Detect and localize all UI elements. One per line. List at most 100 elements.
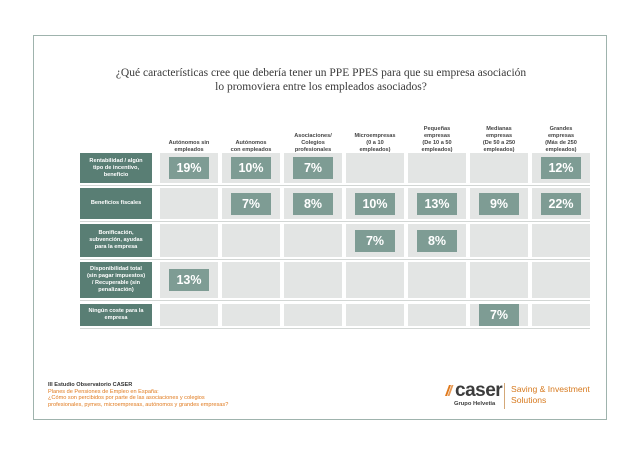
table-cell — [408, 304, 466, 326]
column-header-4: Pequeñas empresas (De 10 a 50 empleados) — [407, 108, 467, 154]
column-header-text: (De 50 a 250 — [482, 140, 516, 146]
row-label-text: para la empresa — [94, 244, 138, 250]
row-label-3: Disponibilidad total (sin pagar impuestos… — [80, 262, 152, 298]
logo-wordmark: caser — [455, 380, 503, 401]
table-cell — [532, 304, 590, 326]
table-cell — [346, 262, 404, 298]
row-separator — [80, 259, 590, 260]
table-cell — [284, 304, 342, 326]
column-header-text: Autónomos — [235, 140, 267, 146]
row-separator — [80, 221, 590, 222]
row-label-text: Beneficios fiscales — [90, 200, 142, 206]
footer-subtitle-line-3: profesionales, pymes, microempresas, aut… — [48, 401, 229, 408]
value-label: 10% — [231, 157, 271, 179]
table-cell — [408, 262, 466, 298]
column-header-2: Asociaciones/Colegios profesionales — [283, 108, 343, 154]
table-cell — [470, 224, 528, 257]
column-header-text: con empleados — [230, 147, 272, 153]
column-header-text: Colegios — [301, 140, 325, 146]
column-header-text: empresas — [423, 133, 451, 139]
table-cell — [470, 262, 528, 298]
row-label-4: Ningún coste para la empresa — [80, 304, 152, 326]
column-header-text: Microempresas — [354, 133, 396, 139]
row-separator — [80, 328, 590, 329]
row-label-text: tipo de incentivo, — [93, 164, 139, 171]
value-label: 7% — [293, 157, 333, 179]
value-label: 9% — [479, 192, 519, 215]
value-label: 7% — [231, 192, 271, 215]
table-cell — [470, 153, 528, 183]
column-header-5: Medianas empresas (De 50 a 250 empleados) — [469, 108, 529, 154]
row-label-text: Ningún coste para la — [88, 308, 144, 314]
value-label: 19% — [169, 157, 209, 179]
value-label: 10% — [355, 192, 395, 215]
table-cell — [160, 224, 218, 257]
column-header-text: Grandes — [549, 126, 573, 132]
column-header-text: empresas — [485, 133, 513, 139]
footer-study-title: III Estudio Observatorio CASER — [48, 382, 133, 388]
row-label-text: beneficio — [103, 171, 129, 178]
row-label-text: / Recuperable (sin — [91, 280, 141, 286]
row-label-2: Bonificación, subvención, ayudas para la e… — [80, 224, 152, 257]
table-cell — [284, 262, 342, 298]
value-label: 12% — [541, 157, 581, 179]
caser-mark-icon — [445, 385, 454, 396]
value-label: 7% — [479, 304, 519, 326]
table-cell — [160, 188, 218, 219]
title-line-1: ¿Qué características cree que debería te… — [115, 67, 527, 79]
row-label-text: subvención, ayudas — [89, 237, 143, 243]
column-header-text: Medianas — [486, 126, 512, 132]
footer-subtitle-line-1: Planes de Pensiones de Empleo en España: — [48, 388, 159, 395]
value-label: 8% — [417, 229, 457, 252]
value-label: 7% — [355, 229, 395, 252]
table-cell — [346, 304, 404, 326]
row-label-0: Rentabilidad / algún tipo de incentivo, be… — [80, 153, 152, 183]
row-label-text: (sin pagar impuestos) — [86, 273, 146, 279]
table-cell — [408, 153, 466, 183]
row-label-1: Beneficios fiscales — [80, 188, 152, 219]
table-cell — [222, 304, 280, 326]
column-header-text: empleados) — [359, 147, 391, 153]
tagline: Saving & Investment Solutions — [511, 384, 590, 405]
row-label-text: penalización) — [98, 287, 134, 293]
chart-title: ¿Qué características cree que debería te… — [34, 66, 608, 94]
table-cell — [532, 262, 590, 298]
column-header-text: (De 10 a 50 — [422, 140, 452, 146]
column-header-text: Asociaciones/ — [294, 133, 332, 139]
column-header-text: empresas — [547, 133, 575, 139]
column-header-text: empleados) — [483, 147, 515, 153]
table-cell — [284, 224, 342, 257]
table-cell — [532, 224, 590, 257]
title-line-2: lo promoviera entre los empleados asocia… — [215, 81, 427, 93]
column-header-0: Autónomos sin empleados — [159, 108, 219, 154]
column-header-text: Pequeñas — [423, 126, 451, 132]
column-header-text: empleados) — [545, 147, 577, 153]
column-header-1: Autónomos con empleados — [221, 108, 281, 154]
row-label-text: Rentabilidad / algún — [89, 157, 143, 164]
column-header-text: empleados) — [421, 147, 453, 153]
row-label-text: Bonificación, — [98, 230, 134, 236]
table-cell — [222, 262, 280, 298]
row-label-text: empresa — [104, 315, 128, 321]
tagline-line-2: Solutions — [511, 394, 547, 405]
logo-group-text: Grupo Helvetia — [454, 401, 496, 407]
table-cell — [160, 304, 218, 326]
table-cell — [222, 224, 280, 257]
tagline-line-1: Saving & Investment — [511, 384, 590, 394]
column-header-text: empleados — [174, 147, 204, 153]
column-header-text: (Más de 250 — [545, 140, 577, 146]
footer: III Estudio Observatorio CASER Planes de… — [48, 382, 228, 408]
value-label: 22% — [541, 192, 581, 215]
row-label-text: Disponibilidad total — [90, 266, 142, 272]
row-separator — [80, 185, 590, 186]
caser-logo: caser Grupo Helvetia — [444, 380, 503, 407]
column-header-3: Microempresas (0 a 10 empleados) — [345, 108, 405, 154]
column-header-text: profesionales — [294, 147, 332, 153]
column-header-text: Autónomos sin — [168, 140, 210, 146]
value-label: 13% — [417, 192, 457, 215]
logo-divider — [504, 383, 505, 409]
chart-frame: ¿Qué características cree que debería te… — [33, 35, 607, 420]
column-header-text: (0 a 10 — [366, 140, 384, 146]
table-cell — [346, 153, 404, 183]
column-header-6: Grandes empresas (Más de 250 empleados) — [531, 108, 591, 154]
